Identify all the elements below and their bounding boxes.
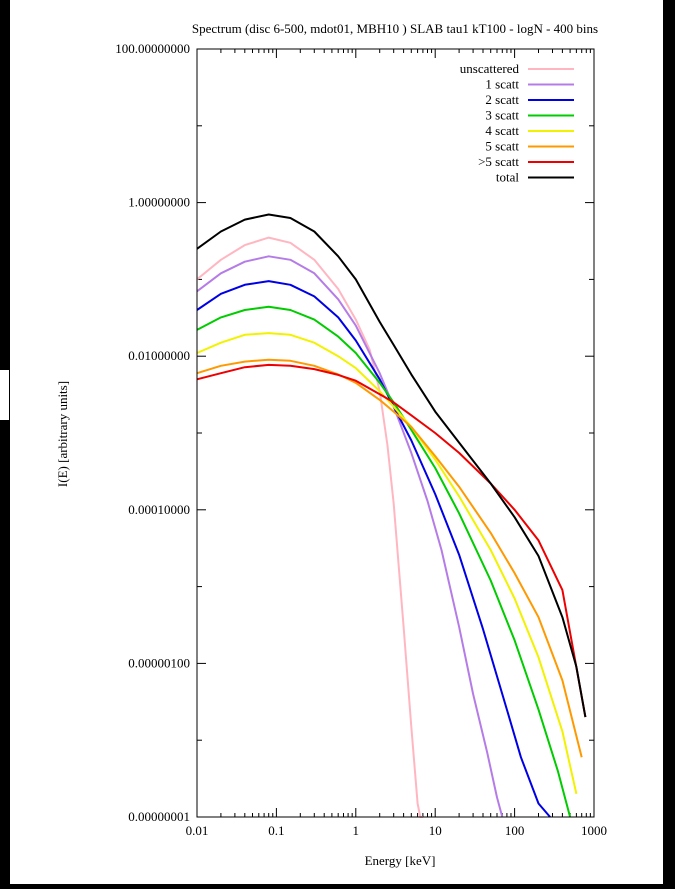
series-line-4	[196, 305, 572, 818]
y-tick-label: 0.01000000	[128, 348, 190, 363]
legend-label: total	[496, 170, 519, 185]
left-edge-strip	[0, 370, 9, 420]
legend-label: >5 scatt	[478, 154, 519, 169]
x-tick-label: 0.01	[186, 823, 209, 838]
x-tick-label: 1	[353, 823, 360, 838]
series-line-2	[196, 255, 504, 818]
y-tick-label: 1.00000000	[128, 195, 190, 210]
x-tick-label: 10	[429, 823, 442, 838]
series-line-8	[196, 213, 587, 718]
y-tick-label: 0.00010000	[128, 502, 190, 517]
y-tick-label: 0.00000100	[128, 655, 190, 670]
y-tick-label: 100.00000000	[115, 41, 190, 56]
legend-label: 5 scatt	[485, 139, 519, 154]
series-line-7	[196, 363, 587, 718]
x-tick-label: 0.1	[268, 823, 284, 838]
axis-tick-labels: 0.01 0.1 1 10 100 1000 0.00000001 0.00000100 0.0…	[115, 41, 607, 838]
canvas-background	[10, 0, 663, 884]
x-tick-label: 1000	[581, 823, 607, 838]
y-tick-label: 0.00000001	[128, 809, 190, 824]
chart-title: Spectrum (disc 6-500, mdot01, MBH10 ) SL…	[192, 21, 598, 36]
legend-label: unscattered	[460, 61, 520, 76]
series-line-1	[196, 236, 423, 818]
legend-label: 1 scatt	[485, 77, 519, 92]
x-tick-label: 100	[505, 823, 525, 838]
series-layer	[196, 213, 587, 818]
y-axis-label: I(E) [arbitrary units]	[55, 381, 70, 487]
legend-label: 3 scatt	[485, 108, 519, 123]
plot-frame	[196, 48, 595, 818]
legend-label: 2 scatt	[485, 92, 519, 107]
series-line-6	[196, 358, 583, 758]
x-axis-label: Energy [keV]	[365, 853, 436, 868]
legend-label: 4 scatt	[485, 123, 519, 138]
